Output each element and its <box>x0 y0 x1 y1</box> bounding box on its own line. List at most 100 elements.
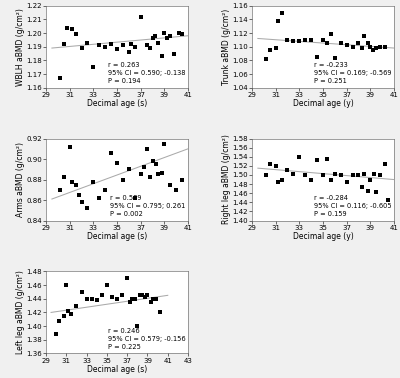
Text: r = -0.284
95% CI = 0.116; -0.605
P = 0.159: r = -0.284 95% CI = 0.116; -0.605 P = 0.… <box>314 195 391 217</box>
Point <box>332 171 338 177</box>
Point <box>365 40 371 46</box>
Point <box>96 195 102 201</box>
Point <box>290 38 296 44</box>
Point <box>381 161 388 167</box>
X-axis label: Decimal age (s): Decimal age (s) <box>87 365 147 374</box>
Point <box>84 40 91 46</box>
Point <box>132 296 138 302</box>
Text: r = 0.589
95% CI = 0.795; 0.261
P = 0.002: r = 0.589 95% CI = 0.795; 0.261 P = 0.00… <box>110 195 185 217</box>
Y-axis label: Trunk aBMD (g/cm²): Trunk aBMD (g/cm²) <box>222 9 231 85</box>
Point <box>119 292 125 298</box>
Point <box>141 164 148 170</box>
Point <box>355 172 362 178</box>
Point <box>142 294 149 301</box>
Point <box>114 46 120 53</box>
Point <box>155 40 162 46</box>
Point <box>84 205 91 211</box>
Point <box>153 161 159 167</box>
Point <box>164 36 170 42</box>
X-axis label: Decimal age (y): Decimal age (y) <box>293 99 353 108</box>
Y-axis label: Left leg aBMD (g/cm²): Left leg aBMD (g/cm²) <box>16 271 25 354</box>
Point <box>359 45 365 51</box>
Point <box>167 33 174 39</box>
Point <box>68 311 74 317</box>
Point <box>149 36 156 42</box>
Point <box>78 45 85 51</box>
Point <box>175 30 182 36</box>
Point <box>104 282 110 288</box>
Point <box>149 158 156 164</box>
Point <box>65 308 72 314</box>
Point <box>66 144 73 150</box>
Point <box>328 177 334 183</box>
Text: r = 0.246
95% CI = 0.579; -0.156
P = 0.225: r = 0.246 95% CI = 0.579; -0.156 P = 0.2… <box>108 328 185 350</box>
Point <box>147 299 154 305</box>
Point <box>126 49 132 55</box>
Point <box>349 172 356 178</box>
Point <box>272 45 279 51</box>
Point <box>72 31 79 37</box>
Point <box>152 33 158 39</box>
Point <box>371 171 377 177</box>
Point <box>144 42 150 48</box>
Point <box>367 177 374 183</box>
Point <box>132 195 138 201</box>
Point <box>308 177 314 183</box>
Point <box>328 31 334 37</box>
X-axis label: Decimal age (y): Decimal age (y) <box>293 232 353 241</box>
Point <box>127 299 134 305</box>
Point <box>60 41 67 47</box>
Point <box>278 9 285 15</box>
Point <box>179 31 185 37</box>
Point <box>344 42 350 48</box>
Point <box>272 163 279 169</box>
Point <box>120 42 126 48</box>
Point <box>147 175 153 181</box>
Point <box>361 33 368 39</box>
Point <box>314 54 320 60</box>
Point <box>114 296 120 302</box>
Point <box>63 282 70 288</box>
Point <box>56 318 62 324</box>
Point <box>376 43 383 50</box>
Point <box>302 37 308 43</box>
Point <box>320 37 326 43</box>
Point <box>332 55 338 61</box>
Point <box>134 323 140 329</box>
Point <box>167 182 174 188</box>
Point <box>275 179 281 185</box>
Point <box>99 292 105 298</box>
Point <box>69 26 75 32</box>
Point <box>266 47 273 53</box>
Point <box>72 182 79 188</box>
Point <box>60 175 67 181</box>
Point <box>349 43 356 50</box>
Point <box>128 41 134 47</box>
Point <box>314 156 320 163</box>
Point <box>179 177 185 183</box>
Point <box>296 38 302 44</box>
Point <box>138 171 144 177</box>
Point <box>159 53 165 59</box>
Point <box>359 184 365 190</box>
Point <box>78 199 85 205</box>
Point <box>323 156 330 162</box>
X-axis label: Decimal age (s): Decimal age (s) <box>87 99 147 108</box>
Point <box>108 150 114 156</box>
Point <box>90 178 96 184</box>
Point <box>296 154 302 160</box>
Point <box>109 294 115 301</box>
X-axis label: Decimal age (s): Decimal age (s) <box>87 232 147 241</box>
Text: r = -0.233
95% CI = 0.169; -0.569
P = 0.251: r = -0.233 95% CI = 0.169; -0.569 P = 0.… <box>314 62 391 84</box>
Y-axis label: Arms aBMD (g/cm²): Arms aBMD (g/cm²) <box>16 142 25 217</box>
Point <box>137 292 144 298</box>
Point <box>144 146 150 152</box>
Point <box>275 18 281 24</box>
Y-axis label: WBLH aBMD (g/cm²): WBLH aBMD (g/cm²) <box>16 8 25 85</box>
Point <box>290 171 296 177</box>
Point <box>161 30 168 36</box>
Point <box>114 160 120 166</box>
Point <box>96 42 102 48</box>
Point <box>132 43 138 50</box>
Point <box>139 292 146 298</box>
